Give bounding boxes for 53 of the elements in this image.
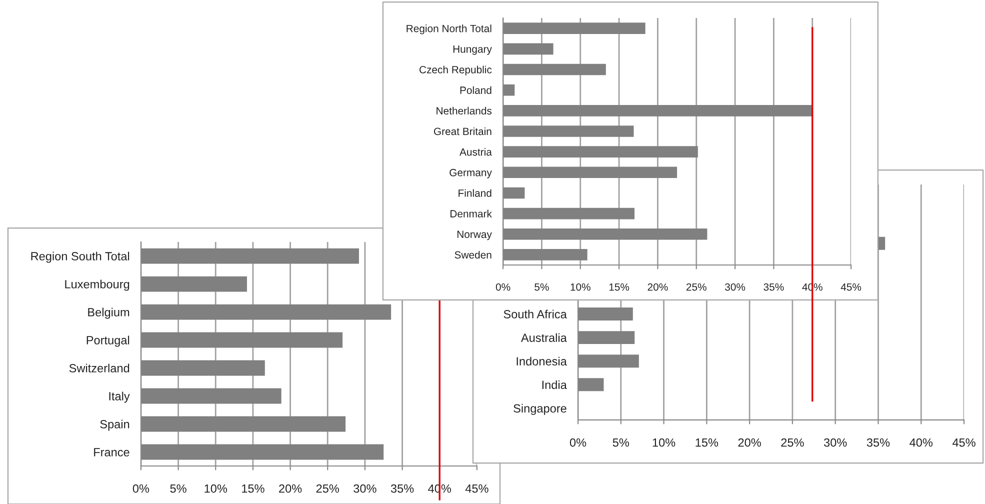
x-tick-label: 40% (910, 438, 933, 447)
x-tick-label: 5% (612, 438, 629, 447)
y-tick-label: Czech Republic (420, 66, 492, 76)
x-tick-label: 25% (316, 484, 340, 493)
y-tick-label: Spain (100, 420, 130, 431)
x-tick-label: 15% (609, 283, 630, 291)
y-tick-label: Italy (109, 392, 130, 403)
x-tick-label: 35% (764, 283, 784, 291)
x-tick-label: 45% (840, 283, 862, 291)
x-tick-label: 30% (725, 283, 746, 291)
y-tick-label: Portugal (86, 336, 130, 347)
y-tick-label: Singapore (514, 404, 566, 415)
y-tick-label: Belgium (88, 308, 130, 319)
x-tick-label: 10% (204, 484, 228, 493)
y-tick-label: Denmark (450, 210, 492, 218)
x-tick-label: 35% (866, 438, 890, 447)
x-tick-label: 25% (781, 438, 804, 447)
y-tick-label: Germany (450, 168, 492, 178)
x-tick-label: 5% (170, 484, 186, 493)
x-tick-label: 45% (465, 484, 488, 493)
x-tick-label: 20% (648, 283, 668, 291)
y-tick-label: Netherlands (436, 106, 492, 115)
x-tick-label: 10% (570, 283, 590, 291)
x-tick-label: 0% (570, 438, 586, 447)
x-tick-label: 35% (390, 484, 414, 493)
y-tick-label: Finland (458, 189, 492, 197)
y-tick-label: Luxembourg (65, 280, 130, 291)
y-tick-label: Switzerland (69, 364, 130, 372)
x-tick-label: 10% (652, 438, 676, 447)
y-tick-label: Australia (520, 333, 567, 342)
x-tick-label: 0% (132, 484, 150, 493)
y-tick-label: South Africa (504, 310, 567, 318)
y-tick-label: Great Britain (434, 127, 492, 136)
x-tick-label: 30% (824, 438, 847, 447)
x-tick-label: 15% (696, 438, 718, 447)
x-tick-label: 15% (242, 484, 264, 493)
x-tick-label: 45% (952, 438, 976, 447)
x-tick-label: 20% (738, 438, 761, 447)
x-tick-label: 0% (496, 283, 510, 291)
y-tick-label: Sweden (454, 250, 492, 259)
y-tick-label: Region South Total (31, 252, 130, 263)
y-tick-label: Hungary (453, 46, 492, 55)
y-tick-label: France (94, 448, 130, 456)
x-tick-label: 20% (279, 484, 302, 493)
y-tick-label: Austria (460, 148, 492, 156)
x-tick-label: 5% (534, 283, 549, 291)
x-tick-label: 25% (686, 283, 706, 291)
y-tick-label: Indonesia (516, 356, 567, 366)
y-tick-label: Region North Total (406, 24, 492, 34)
y-tick-label: India (542, 380, 567, 390)
y-tick-label: Poland (460, 86, 492, 94)
x-tick-label: 30% (354, 484, 376, 493)
y-tick-label: Norway (457, 230, 492, 240)
